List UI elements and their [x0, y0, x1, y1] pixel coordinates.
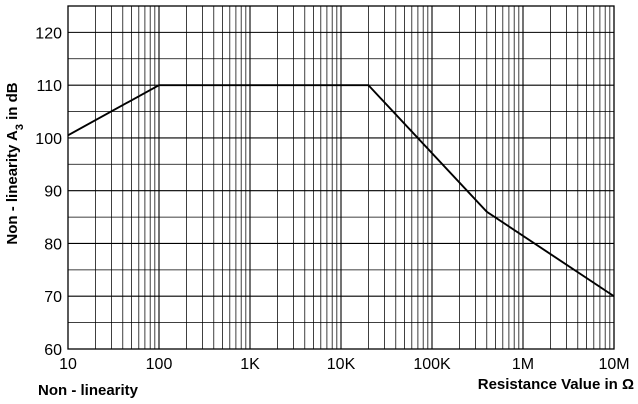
- x-tick-label: 10: [59, 356, 77, 373]
- y-axis-label-main: Non - linearity A: [4, 130, 21, 245]
- x-tick-label: 100: [146, 356, 173, 373]
- x-tick-label: 10K: [327, 356, 356, 373]
- x-tick-label: 10M: [598, 356, 629, 373]
- x-axis-label: Resistance Value in Ω: [478, 376, 634, 393]
- y-tick-label: 90: [44, 184, 62, 201]
- y-axis-label: Non - linearity A3 in dB: [4, 82, 26, 244]
- y-axis-label-subscript: 3: [14, 124, 26, 130]
- x-tick-label: 1K: [240, 356, 260, 373]
- tick-labels: 10 100 1K 10K 100K 1M 10M 60 70 80 90 100 110 120: [35, 25, 629, 373]
- y-tick-label: 120: [35, 25, 62, 42]
- y-tick-label: 100: [35, 131, 62, 148]
- chart-caption: Non - linearity: [38, 382, 139, 399]
- x-tick-label: 100K: [413, 356, 451, 373]
- y-tick-label: 70: [44, 289, 62, 306]
- grid-lines: [68, 6, 614, 349]
- series-line: [67, 84, 615, 298]
- y-tick-label: 80: [44, 236, 62, 253]
- y-tick-label: 110: [36, 78, 62, 95]
- y-tick-label: 60: [44, 342, 62, 359]
- x-tick-label: 1M: [512, 356, 534, 373]
- y-axis-label-suffix: in dB: [4, 82, 21, 124]
- series-layer: [67, 84, 615, 298]
- plot-area-frame: [67, 5, 615, 350]
